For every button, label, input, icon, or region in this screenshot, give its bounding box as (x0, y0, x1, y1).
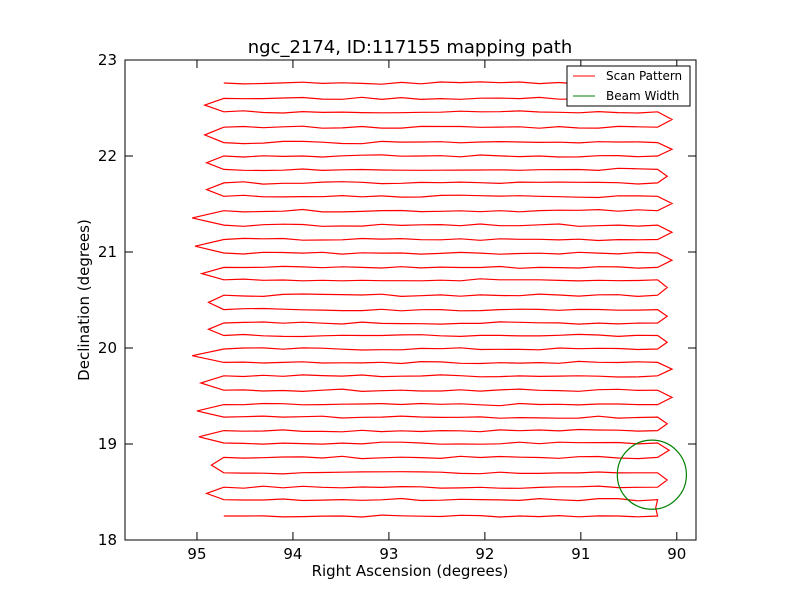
x-axis-label: Right Ascension (degrees) (312, 562, 509, 580)
y-tick-label: 20 (98, 339, 117, 357)
x-tick-label: 90 (667, 545, 686, 563)
y-tick-label: 19 (98, 435, 117, 453)
x-tick-label: 92 (475, 545, 494, 563)
legend-label-beam: Beam Width (606, 89, 679, 103)
y-tick-label: 18 (98, 531, 117, 549)
y-tick-label: 21 (98, 243, 117, 261)
x-tick-label: 95 (187, 545, 206, 563)
y-tick-label: 23 (98, 51, 117, 69)
legend: Scan Pattern Beam Width (566, 65, 691, 107)
y-axis-ticks: 18 19 20 21 22 23 (98, 51, 696, 549)
y-axis-label: Declination (degrees) (75, 219, 93, 381)
plot-area: 95 94 93 92 91 90 18 19 20 21 22 23 (98, 51, 697, 563)
scan-pattern-layer (192, 81, 679, 518)
x-tick-label: 94 (283, 545, 302, 563)
beam-width-circle (616, 439, 688, 510)
scan-pattern-line (192, 81, 679, 518)
legend-label-scan: Scan Pattern (606, 69, 682, 83)
x-tick-label: 91 (571, 545, 590, 563)
legend-box (566, 65, 691, 107)
beam-width-layer (616, 439, 688, 510)
y-tick-label: 22 (98, 147, 117, 165)
chart-title: ngc_2174, ID:117155 mapping path (248, 37, 573, 58)
x-axis-ticks: 95 94 93 92 91 90 (187, 60, 686, 563)
x-tick-label: 93 (379, 545, 398, 563)
plot-frame (124, 59, 697, 541)
